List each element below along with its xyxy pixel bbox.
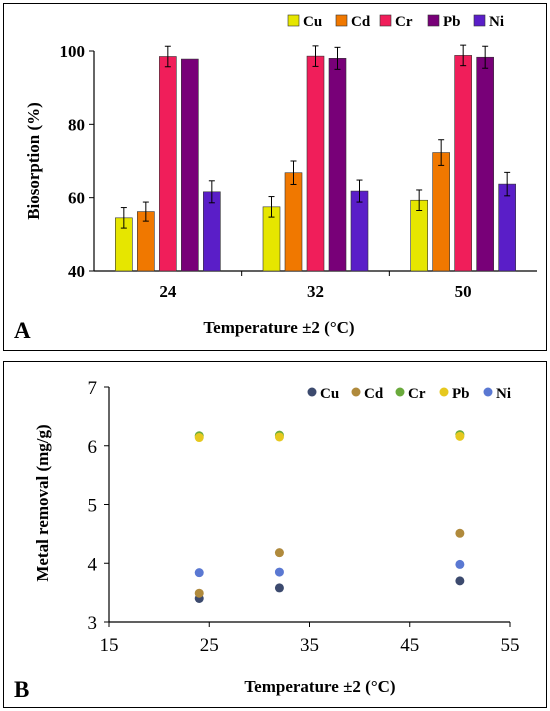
bar-y-tick-label: 80 xyxy=(68,115,85,134)
bar-x-tick-label: 50 xyxy=(455,282,472,301)
bar-ni xyxy=(350,190,369,272)
legend-label-ni: Ni xyxy=(489,14,504,30)
legend-swatch-cr xyxy=(379,14,392,27)
legend-swatch-pb xyxy=(427,14,440,27)
bar-ni xyxy=(498,183,516,272)
panel-label-a: A xyxy=(14,318,31,343)
legend-label-cd: Cd xyxy=(351,14,371,30)
bar-y-axis-title: Biosorption (%) xyxy=(24,102,43,220)
bar-pb xyxy=(476,56,494,272)
bar-y-tick-label: 60 xyxy=(68,189,85,208)
legend-swatch-ni xyxy=(473,14,486,27)
legend-label-pb: Pb xyxy=(443,14,461,30)
bar-cr xyxy=(306,55,325,272)
bar-y-tick-label: 100 xyxy=(60,42,86,61)
bar-x-tick-label: 32 xyxy=(307,282,324,301)
legend-swatch-cd xyxy=(335,14,348,27)
bar-pb xyxy=(181,58,199,272)
bar-pb xyxy=(328,58,347,272)
bar-cr xyxy=(159,56,177,272)
bar-cr xyxy=(454,55,472,272)
bar-ni xyxy=(203,191,221,272)
legend-label-cu: Cu xyxy=(303,14,322,30)
bar-x-tick-label: 24 xyxy=(159,282,177,301)
bar-x-axis-title: Temperature ±2 (°C) xyxy=(203,318,354,337)
legend-label-cr: Cr xyxy=(395,14,413,30)
bar-cd xyxy=(284,172,303,272)
legend-swatch-cu xyxy=(287,14,300,27)
bar-y-tick-label: 40 xyxy=(68,262,85,281)
bar-cd xyxy=(432,152,450,272)
